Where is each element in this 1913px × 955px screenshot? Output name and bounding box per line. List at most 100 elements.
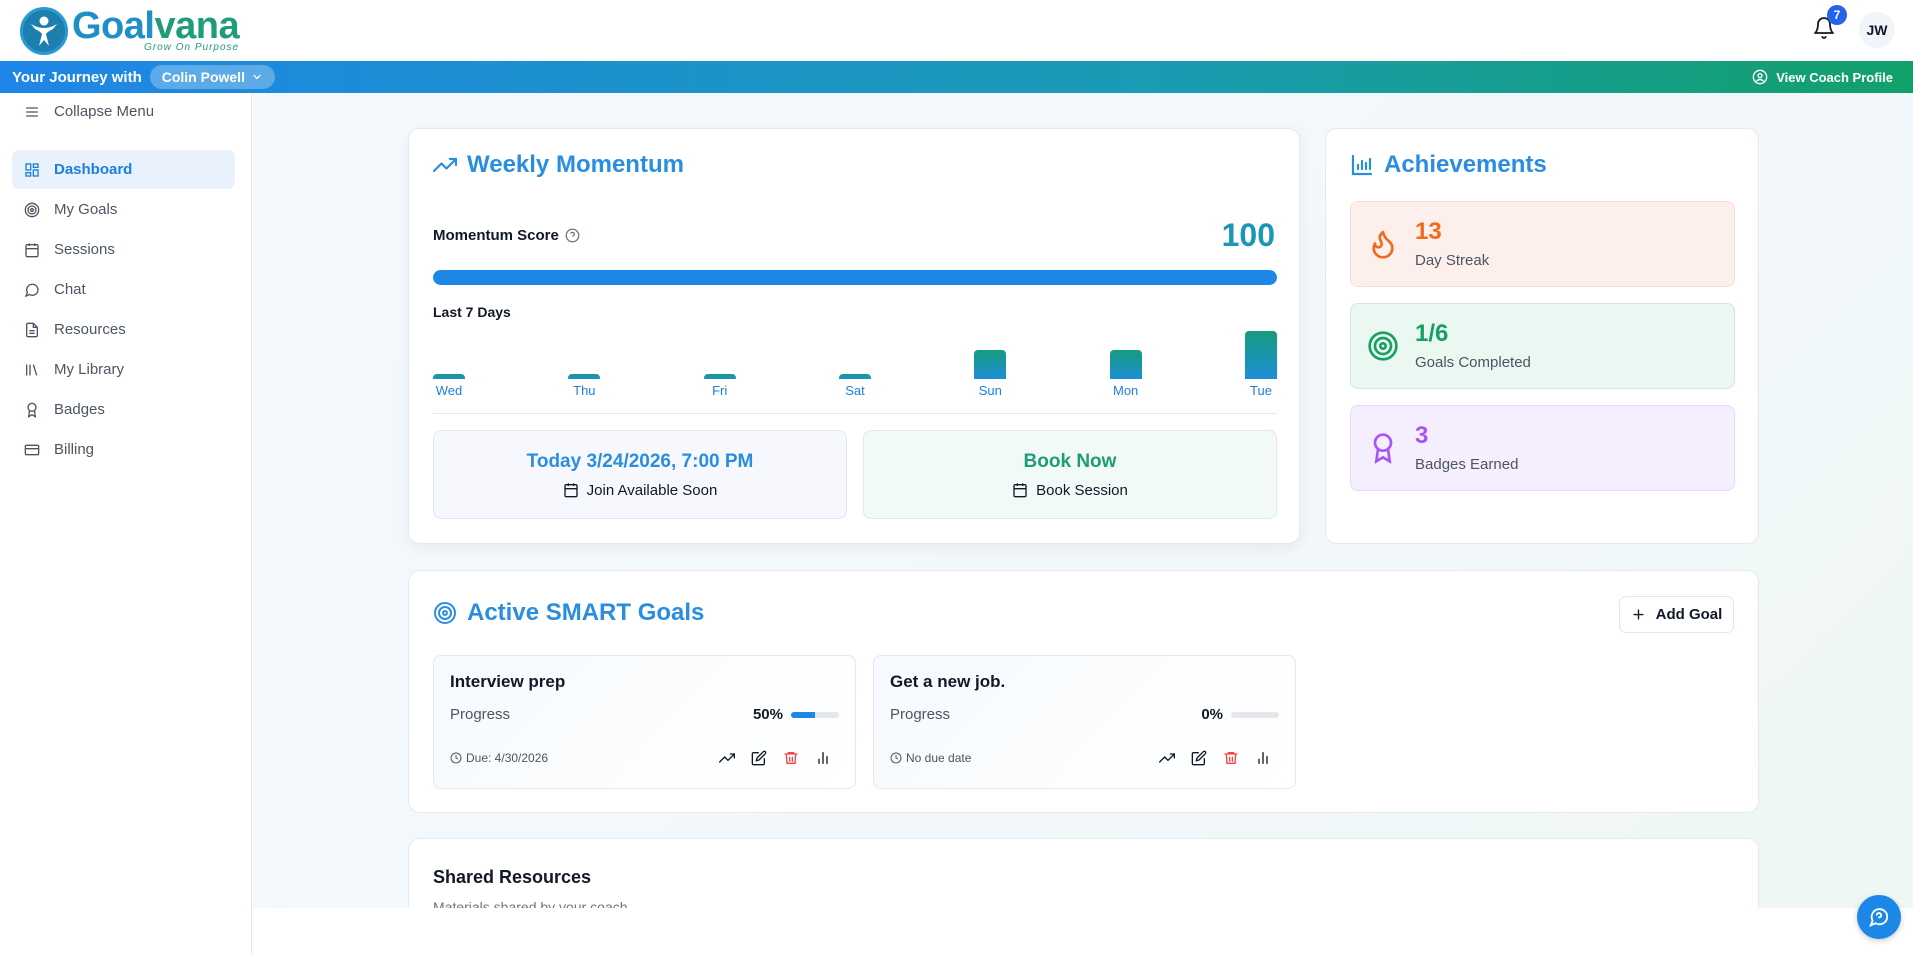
bar-chart-icon[interactable] xyxy=(807,750,839,766)
edit-icon[interactable] xyxy=(743,750,775,766)
calendar-icon xyxy=(1013,483,1027,498)
sidebar-item-label: Badges xyxy=(54,401,105,418)
goal-card-get-a-new-job[interactable]: Get a new job. Progress 0% No due date xyxy=(873,655,1296,789)
day-label: Mon xyxy=(1113,383,1139,398)
bar-chart-icon[interactable] xyxy=(1247,750,1279,766)
user-avatar[interactable]: JW xyxy=(1859,12,1895,48)
badges-earned-value: 3 xyxy=(1415,422,1429,449)
logo[interactable]: Goalvana Grow On Purpose xyxy=(20,6,240,55)
sidebar-item-label: Resources xyxy=(54,321,126,338)
delete-icon[interactable] xyxy=(775,750,807,766)
day-column-sat: Sat xyxy=(839,374,871,398)
delete-icon[interactable] xyxy=(1215,750,1247,766)
coach-name: Colin Powell xyxy=(161,69,245,85)
day-column-wed: Wed xyxy=(433,374,465,398)
sidebar-item-label: My Library xyxy=(54,361,125,378)
logo-mark-icon xyxy=(20,6,68,55)
book-session-button[interactable]: Book Session xyxy=(1012,482,1128,499)
trending-up-icon xyxy=(433,157,457,173)
calendar-icon xyxy=(563,483,578,498)
sidebar-item-chat[interactable]: Chat xyxy=(12,270,235,309)
calendar-icon xyxy=(25,242,39,257)
active-goals-title: Active SMART Goals xyxy=(433,599,704,627)
top-bar: Goalvana Grow On Purpose 7 JW xyxy=(0,0,1913,61)
sidebar-item-my-goals[interactable]: My Goals xyxy=(12,190,235,229)
sidebar-item-label: Billing xyxy=(54,441,95,458)
document-icon xyxy=(26,322,38,337)
achievements-card: Achievements 13 Day Streak 1/6 Goals Com… xyxy=(1325,128,1759,544)
day-bar xyxy=(433,374,465,379)
goal-progress-percent: 0% xyxy=(1201,706,1223,723)
badges-earned-label: Badges Earned xyxy=(1415,456,1519,473)
main-content: Weekly Momentum Momentum Score 100 Last … xyxy=(253,93,1913,955)
day-bar xyxy=(1109,350,1142,379)
next-session-time: Today 3/24/2026, 7:00 PM xyxy=(526,450,754,472)
next-session-box[interactable]: Today 3/24/2026, 7:00 PM Join Available … xyxy=(433,430,847,519)
sidebar-item-billing[interactable]: Billing xyxy=(12,430,235,469)
view-coach-profile-label: View Coach Profile xyxy=(1776,69,1893,85)
sidebar-item-resources[interactable]: Resources xyxy=(12,310,235,349)
goal-actions xyxy=(711,750,839,766)
flame-icon xyxy=(1372,230,1394,259)
plus-icon xyxy=(1633,609,1644,620)
collapse-menu-label: Collapse Menu xyxy=(54,103,155,120)
clock-icon xyxy=(890,752,902,764)
award-icon xyxy=(1373,433,1393,464)
brand-tagline: Grow On Purpose xyxy=(144,42,240,53)
goal-actions xyxy=(1151,750,1279,766)
notification-bell-icon[interactable] xyxy=(1812,16,1836,40)
goal-progress-label: Progress xyxy=(890,706,951,723)
collapse-menu-button[interactable]: Collapse Menu xyxy=(24,103,154,120)
day-label: Sat xyxy=(845,383,865,398)
user-circle-icon xyxy=(1752,69,1768,85)
day-column-thu: Thu xyxy=(568,374,601,398)
active-goals-card: Active SMART Goals Add Goal Interview pr… xyxy=(408,570,1759,813)
sidebar-item-my-library[interactable]: My Library xyxy=(12,350,235,389)
goal-due-date: Due: 4/30/2026 xyxy=(450,751,548,765)
day-column-tue: Tue xyxy=(1245,331,1277,398)
add-goal-button[interactable]: Add Goal xyxy=(1619,596,1734,633)
trending-up-icon[interactable] xyxy=(711,750,743,766)
join-session-button[interactable]: Join Available Soon xyxy=(563,482,717,499)
sidebar-item-dashboard[interactable]: Dashboard xyxy=(12,150,235,189)
chat-icon xyxy=(1869,908,1889,927)
library-icon xyxy=(26,363,38,376)
day-column-fri: Fri xyxy=(703,374,736,398)
goals-completed-box: 1/6 Goals Completed xyxy=(1350,303,1735,389)
clock-icon xyxy=(450,752,462,764)
momentum-score-value: 100 xyxy=(1221,217,1275,253)
day-bar xyxy=(974,350,1007,379)
day-column-mon: Mon xyxy=(1109,350,1142,398)
goal-card-interview-prep[interactable]: Interview prep Progress 50% Due: 4/30/20… xyxy=(433,655,856,789)
target-icon xyxy=(1368,331,1398,361)
view-coach-profile-link[interactable]: View Coach Profile xyxy=(1752,61,1893,93)
sidebar-item-label: Chat xyxy=(54,281,86,298)
bar-chart-icon xyxy=(1351,154,1373,176)
sidebar-item-label: Dashboard xyxy=(54,161,133,178)
dashboard-icon xyxy=(25,162,39,177)
chat-icon xyxy=(24,283,39,297)
goals-completed-label: Goals Completed xyxy=(1415,354,1531,371)
trending-up-icon[interactable] xyxy=(1151,750,1183,766)
momentum-progress-fill xyxy=(433,270,1277,285)
goal-title: Get a new job. xyxy=(890,672,1006,691)
edit-icon[interactable] xyxy=(1183,750,1215,766)
day-label: Tue xyxy=(1250,383,1272,398)
day-streak-label: Day Streak xyxy=(1415,252,1490,269)
day-label: Fri xyxy=(712,383,728,398)
journey-label: Your Journey with xyxy=(12,68,142,86)
credit-card-icon xyxy=(24,444,40,455)
sidebar-item-sessions[interactable]: Sessions xyxy=(12,230,235,269)
day-label: Wed xyxy=(435,383,463,398)
goal-progress-percent: 50% xyxy=(752,706,783,723)
help-chat-button[interactable] xyxy=(1857,895,1901,939)
day-label: Thu xyxy=(573,383,596,398)
help-circle-icon[interactable] xyxy=(565,228,580,243)
weekly-momentum-card: Weekly Momentum Momentum Score 100 Last … xyxy=(408,128,1300,544)
coach-selector[interactable]: Colin Powell xyxy=(149,65,275,89)
goal-progress-bar xyxy=(1231,712,1279,718)
sidebar-item-badges[interactable]: Badges xyxy=(12,390,235,429)
book-session-box[interactable]: Book Now Book Session xyxy=(863,430,1277,519)
badges-earned-box: 3 Badges Earned xyxy=(1350,405,1735,491)
book-now-label: Book Now xyxy=(1023,450,1117,472)
